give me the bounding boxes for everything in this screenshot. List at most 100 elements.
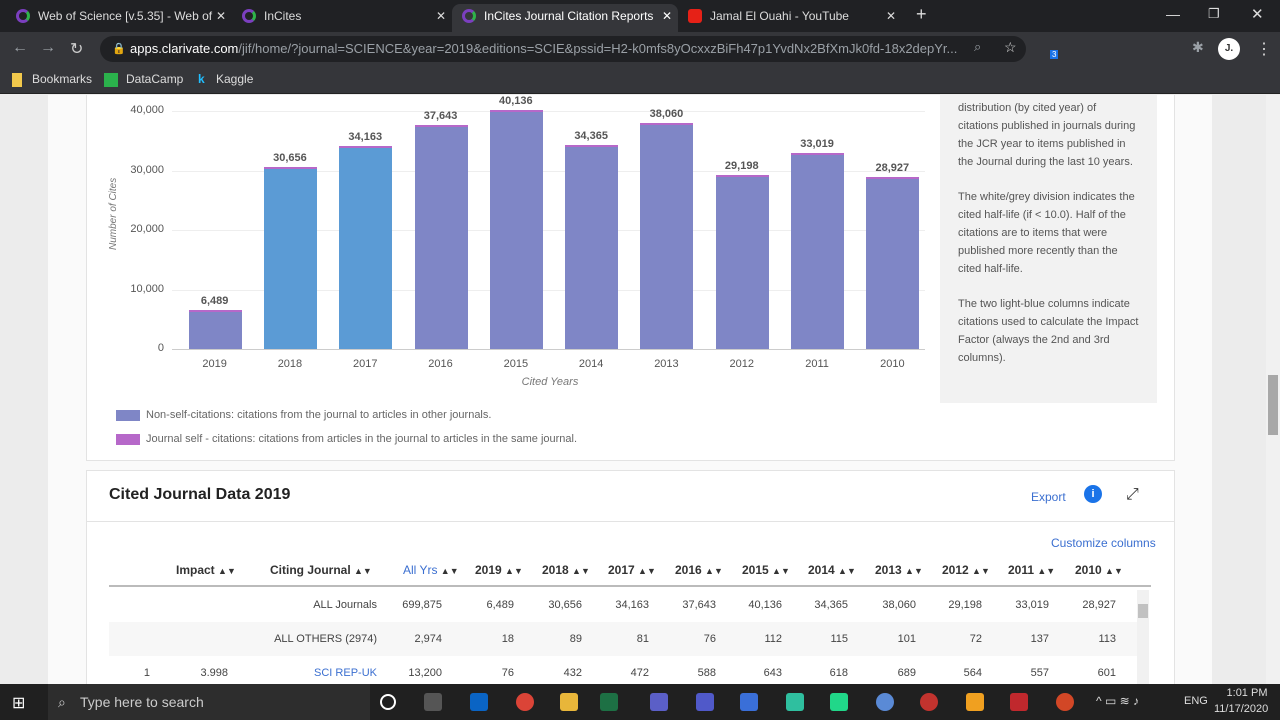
bar-2014[interactable]: [565, 144, 619, 349]
bar-2010[interactable]: [866, 176, 920, 349]
customize-columns-link[interactable]: Customize columns: [1051, 536, 1156, 550]
teams-icon[interactable]: [696, 693, 714, 711]
column-header[interactable]: Impact ▲▼: [176, 563, 236, 577]
chart-info-panel: distribution (by cited year) of citation…: [940, 95, 1157, 403]
language-app-icon[interactable]: [650, 693, 668, 711]
bookmark-star-icon[interactable]: ☆: [1004, 39, 1017, 55]
bookmark-bookmarks[interactable]: Bookmarks: [32, 72, 93, 86]
tab-youtube[interactable]: Jamal El Ouahi - YouTube ✕: [678, 4, 902, 32]
r-icon[interactable]: [876, 693, 894, 711]
column-header[interactable]: 2017 ▲▼: [608, 563, 656, 577]
minimize-button[interactable]: —: [1166, 6, 1180, 22]
sort-icon[interactable]: ▲▼: [354, 566, 372, 576]
task-view-icon[interactable]: [424, 693, 442, 711]
maximize-button[interactable]: ❐: [1208, 6, 1220, 21]
column-header[interactable]: 2012 ▲▼: [942, 563, 990, 577]
sort-icon[interactable]: ▲▼: [638, 566, 656, 576]
profile-avatar[interactable]: J.: [1218, 38, 1240, 60]
clock-time[interactable]: 1:01 PM: [1226, 687, 1268, 699]
page-scrollbar[interactable]: [1266, 95, 1280, 684]
menu-icon[interactable]: ⋮: [1256, 41, 1272, 58]
table-scrollbar[interactable]: [1137, 590, 1149, 684]
bar-2015[interactable]: [489, 110, 543, 349]
sort-icon[interactable]: ▲▼: [572, 566, 590, 576]
close-tab-icon[interactable]: ✕: [661, 9, 672, 23]
table-scrollbar-thumb[interactable]: [1138, 604, 1148, 618]
sort-icon[interactable]: ▲▼: [440, 566, 459, 576]
info-icon[interactable]: i: [1084, 485, 1102, 503]
excel-icon[interactable]: [600, 693, 618, 711]
expand-icon[interactable]: ⤢: [1126, 486, 1139, 503]
cortana-icon[interactable]: [380, 694, 396, 710]
forward-icon[interactable]: →: [40, 39, 56, 56]
export-link[interactable]: Export: [1031, 490, 1066, 504]
app-icon[interactable]: [920, 693, 938, 711]
column-header[interactable]: 2016 ▲▼: [675, 563, 723, 577]
column-header[interactable]: 2018 ▲▼: [542, 563, 590, 577]
outlook-icon[interactable]: [470, 693, 488, 711]
tab-jcr[interactable]: InCites Journal Citation Reports ✕: [452, 4, 678, 32]
x-tick-label: 2010: [880, 358, 905, 370]
tab-web-of-science[interactable]: Web of Science [v.5.35] - Web of ✕: [6, 4, 232, 32]
powerpoint-icon[interactable]: [1056, 693, 1074, 711]
sort-icon[interactable]: ▲▼: [972, 566, 990, 576]
bar-2018[interactable]: [263, 166, 317, 349]
sort-icon[interactable]: ▲▼: [905, 566, 923, 576]
bar-2012[interactable]: [715, 175, 769, 349]
pycharm-icon[interactable]: [830, 693, 848, 711]
file-explorer-icon[interactable]: [560, 693, 578, 711]
divider: [86, 521, 1175, 522]
sort-icon[interactable]: ▲▼: [505, 566, 523, 576]
section-title: Cited Journal Data 2019: [109, 486, 291, 503]
sort-icon[interactable]: ▲▼: [218, 566, 236, 576]
tab-incites[interactable]: InCites ✕: [232, 4, 452, 32]
bar-2019[interactable]: [188, 310, 242, 349]
system-tray-icons[interactable]: ^ ▭ ≋ ♪: [1096, 694, 1140, 708]
windows-start-icon[interactable]: ⊞: [12, 695, 26, 712]
clock-date[interactable]: 11/17/2020: [1214, 703, 1269, 715]
bar-2017[interactable]: [339, 145, 393, 349]
back-icon[interactable]: ←: [12, 39, 28, 56]
close-tab-icon[interactable]: ✕: [215, 9, 226, 23]
table-cell: 81: [636, 633, 649, 645]
page-scrollbar-thumb[interactable]: [1268, 375, 1278, 435]
column-header[interactable]: 2011 ▲▼: [1008, 563, 1056, 577]
close-tab-icon[interactable]: ✕: [885, 9, 896, 23]
table-cell: 472: [630, 667, 649, 679]
new-tab-button[interactable]: +: [916, 4, 927, 24]
reload-icon[interactable]: ↻: [70, 41, 84, 58]
app-icon[interactable]: [786, 693, 804, 711]
taskbar-search[interactable]: ⌕ Type here to search: [48, 684, 370, 720]
close-window-button[interactable]: ✕: [1251, 6, 1264, 23]
sublime-icon[interactable]: [966, 693, 984, 711]
column-header[interactable]: 2014 ▲▼: [808, 563, 856, 577]
address-bar[interactable]: 🔒 apps.clarivate.com/jif/home/?journal=SC…: [100, 36, 1026, 62]
remote-desktop-icon[interactable]: [740, 693, 758, 711]
column-header[interactable]: 2010 ▲▼: [1075, 563, 1123, 577]
extensions-icon[interactable]: ✱: [1192, 39, 1204, 55]
table-cell[interactable]: SCI REP-UK: [314, 667, 377, 679]
bar-2013[interactable]: [640, 122, 694, 349]
column-header[interactable]: 2013 ▲▼: [875, 563, 923, 577]
sort-icon[interactable]: ▲▼: [1037, 566, 1056, 576]
close-tab-icon[interactable]: ✕: [435, 9, 446, 23]
bookmark-kaggle[interactable]: Kaggle: [216, 72, 254, 86]
bar-2016[interactable]: [414, 125, 468, 349]
sort-icon[interactable]: ▲▼: [838, 566, 856, 576]
column-header[interactable]: 2015 ▲▼: [742, 563, 790, 577]
column-header[interactable]: 2019 ▲▼: [475, 563, 523, 577]
sort-icon[interactable]: ▲▼: [772, 566, 790, 576]
zoom-icon[interactable]: ⌕: [974, 39, 982, 54]
table-cell: 13,200: [408, 667, 442, 679]
header-divider: [109, 585, 1151, 587]
column-header[interactable]: Citing Journal ▲▼: [270, 563, 372, 577]
bar-2011[interactable]: [791, 152, 845, 349]
table-cell: 76: [501, 667, 514, 679]
language-indicator[interactable]: ENG: [1184, 695, 1208, 707]
bookmark-datacamp[interactable]: DataCamp: [126, 72, 184, 86]
app-icon[interactable]: [1010, 693, 1028, 711]
sort-icon[interactable]: ▲▼: [705, 566, 723, 576]
column-header[interactable]: All Yrs ▲▼: [403, 563, 459, 577]
chrome-icon[interactable]: [516, 693, 534, 711]
sort-icon[interactable]: ▲▼: [1105, 566, 1123, 576]
